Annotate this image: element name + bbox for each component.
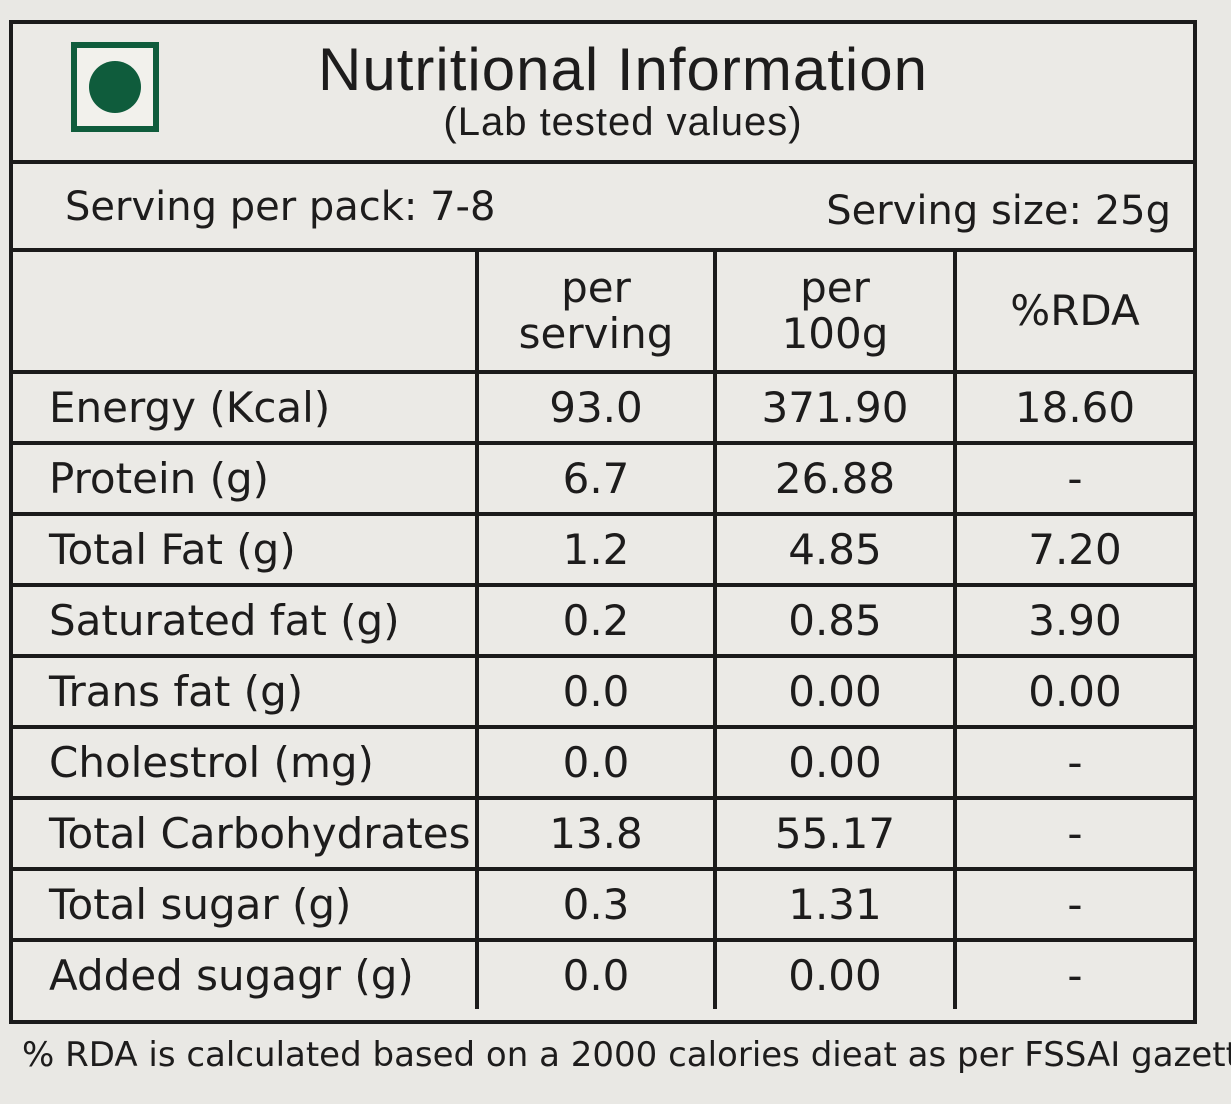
label-header: Nutritional Information (Lab tested valu…	[13, 24, 1193, 164]
per-serving-value: 0.0	[475, 654, 717, 729]
rda-value: -	[953, 938, 1193, 1009]
table-row: Added sugagr (g) 0.0 0.00 -	[13, 938, 1193, 1009]
header-per-100g-line2: 100g	[781, 309, 889, 358]
table-row: Total Fat (g) 1.2 4.85 7.20	[13, 512, 1193, 587]
nutrition-label: Nutritional Information (Lab tested valu…	[9, 20, 1197, 1024]
table-row: Trans fat (g) 0.0 0.00 0.00	[13, 654, 1193, 729]
per-100g-value: 55.17	[713, 796, 957, 871]
table-row: Total sugar (g) 0.3 1.31 -	[13, 867, 1193, 942]
rda-value: -	[953, 796, 1193, 871]
rda-value: -	[953, 725, 1193, 800]
veg-symbol-icon	[71, 42, 159, 132]
per-100g-value: 0.00	[713, 938, 957, 1009]
nutrient-name: Total sugar (g)	[13, 867, 479, 942]
nutrition-table: per serving per 100g %RDA Energy (Kcal) …	[13, 252, 1193, 1009]
per-serving-value: 0.2	[475, 583, 717, 658]
nutrient-name: Total Carbohydrates	[13, 796, 479, 871]
label-title: Nutritional Information	[318, 36, 928, 103]
table-row: Cholestrol (mg) 0.0 0.00 -	[13, 725, 1193, 800]
per-100g-value: 0.00	[713, 725, 957, 800]
per-serving-value: 0.0	[475, 725, 717, 800]
header-per-100g-line1: per	[800, 263, 870, 312]
serving-info-row: Serving per pack: 7-8 Serving size: 25g	[13, 164, 1193, 252]
header-per-100g: per 100g	[713, 252, 957, 374]
header-per-serving-line2: serving	[518, 309, 674, 358]
per-serving-value: 93.0	[475, 370, 717, 445]
per-serving-value: 1.2	[475, 512, 717, 587]
nutrient-name: Added sugagr (g)	[13, 938, 479, 1009]
per-100g-value: 371.90	[713, 370, 957, 445]
header-per-serving-line1: per	[561, 263, 631, 312]
per-100g-value: 0.85	[713, 583, 957, 658]
table-row: Total Carbohydrates 13.8 55.17 -	[13, 796, 1193, 871]
nutrient-name: Energy (Kcal)	[13, 370, 479, 445]
per-100g-value: 0.00	[713, 654, 957, 729]
rda-value: -	[953, 441, 1193, 516]
table-header-row: per serving per 100g %RDA	[13, 252, 1193, 374]
rda-value: -	[953, 867, 1193, 942]
table-row: Protein (g) 6.7 26.88 -	[13, 441, 1193, 516]
serving-per-pack: Serving per pack: 7-8	[65, 184, 496, 230]
header-nutrient-blank	[13, 252, 479, 374]
nutrient-name: Protein (g)	[13, 441, 479, 516]
serving-size: Serving size: 25g	[826, 188, 1171, 234]
nutrient-name: Cholestrol (mg)	[13, 725, 479, 800]
rda-value: 3.90	[953, 583, 1193, 658]
rda-value: 0.00	[953, 654, 1193, 729]
per-serving-value: 6.7	[475, 441, 717, 516]
rda-value: 18.60	[953, 370, 1193, 445]
table-row: Saturated fat (g) 0.2 0.85 3.90	[13, 583, 1193, 658]
nutrient-name: Trans fat (g)	[13, 654, 479, 729]
per-100g-value: 4.85	[713, 512, 957, 587]
nutrient-name: Saturated fat (g)	[13, 583, 479, 658]
label-subtitle: (Lab tested values)	[443, 100, 803, 144]
per-100g-value: 26.88	[713, 441, 957, 516]
per-serving-value: 0.0	[475, 938, 717, 1009]
nutrient-name: Total Fat (g)	[13, 512, 479, 587]
rda-footnote: % RDA is calculated based on a 2000 calo…	[22, 1035, 1231, 1075]
header-rda: %RDA	[953, 252, 1193, 374]
per-serving-value: 13.8	[475, 796, 717, 871]
veg-symbol-dot	[89, 61, 141, 113]
table-row: Energy (Kcal) 93.0 371.90 18.60	[13, 370, 1193, 445]
rda-value: 7.20	[953, 512, 1193, 587]
header-per-serving: per serving	[475, 252, 717, 374]
per-100g-value: 1.31	[713, 867, 957, 942]
per-serving-value: 0.3	[475, 867, 717, 942]
